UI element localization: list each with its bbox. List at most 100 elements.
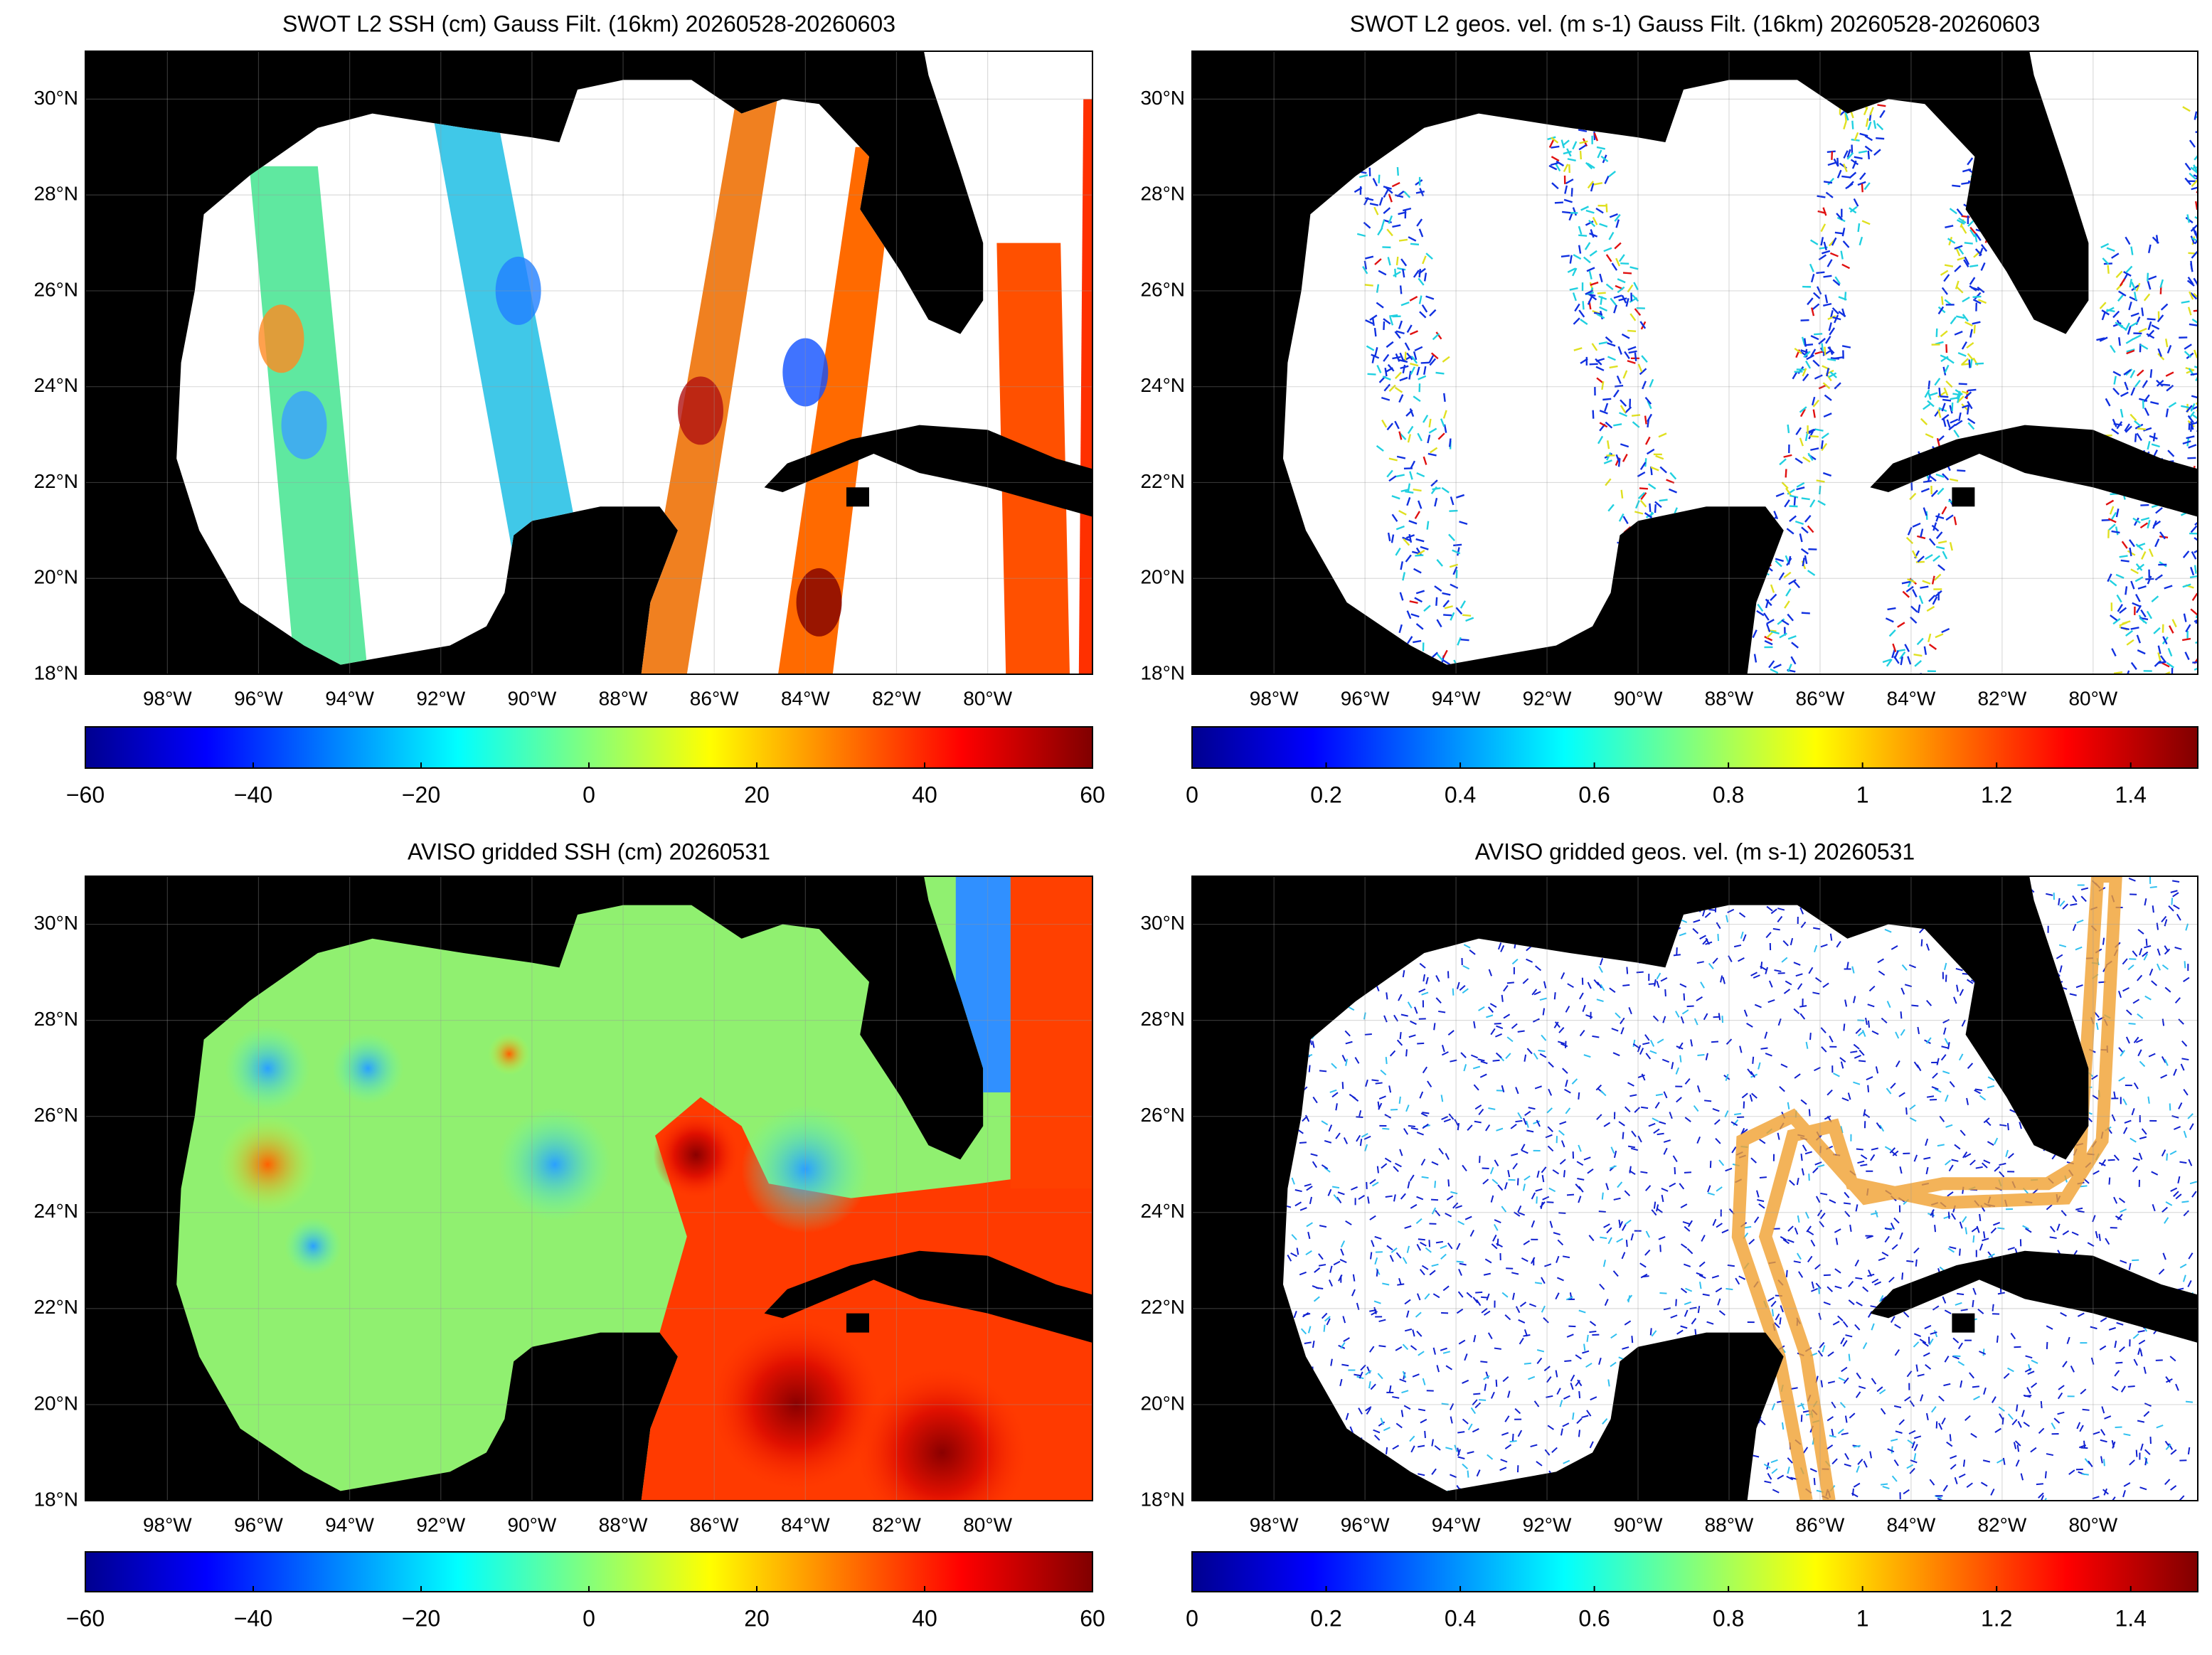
velocity-arrow [2201, 167, 2210, 169]
velocity-arrow [2198, 626, 2206, 628]
velocity-arrow [1453, 545, 1462, 546]
velocity-arrow [1957, 470, 1965, 471]
velocity-arrow [1186, 1192, 1192, 1195]
velocity-arrow [2204, 218, 2210, 225]
velocity-arrow [1397, 257, 1398, 265]
velocity-arrow [1578, 235, 1587, 236]
velocity-arrow [2209, 234, 2211, 243]
velocity-arrow [1587, 1335, 1588, 1342]
velocity-arrow [2145, 579, 2154, 580]
lat-tick-label: 24°N [1140, 1200, 1185, 1222]
velocity-arrow [1506, 1268, 1513, 1269]
lat-tick-label: 26°N [33, 1104, 78, 1126]
velocity-arrow [2201, 289, 2204, 297]
velocity-arrow [1639, 488, 1648, 489]
colorbar-tick-label: −20 [402, 782, 440, 807]
velocity-arrow [2207, 411, 2212, 413]
velocity-arrow [1590, 364, 1598, 365]
lon-tick-label: 98°W [143, 1513, 192, 1536]
velocity-arrow [1788, 425, 1789, 433]
velocity-arrow [1383, 321, 1384, 330]
velocity-arrow [1901, 1011, 1902, 1018]
lat-tick-label: 30°N [33, 912, 78, 934]
velocity-arrow [1824, 181, 1832, 183]
velocity-arrow [1642, 1276, 1649, 1277]
velocity-arrow [1972, 1386, 1979, 1387]
lon-tick-label: 88°W [1705, 687, 1754, 709]
velocity-arrow [1365, 284, 1373, 285]
velocity-arrow [1431, 1200, 1438, 1201]
velocity-arrow [2201, 105, 2206, 112]
velocity-arrow [1513, 1434, 1514, 1441]
velocity-arrow [1722, 1016, 1723, 1023]
lat-tick-label: 20°N [1140, 1392, 1185, 1414]
isle-of-youth [1952, 1314, 1974, 1333]
velocity-arrow [1535, 1282, 1542, 1283]
velocity-arrow [1680, 1055, 1681, 1063]
velocity-arrow [1961, 183, 1969, 184]
lat-tick-label: 26°N [1140, 278, 1185, 300]
velocity-arrow [2206, 266, 2212, 267]
velocity-arrow [1687, 1006, 1694, 1007]
velocity-arrow [2201, 507, 2203, 515]
velocity-arrow [1824, 276, 1832, 277]
velocity-arrow [2208, 514, 2212, 518]
velocity-arrow [1761, 1048, 1768, 1049]
velocity-arrow [1461, 639, 1469, 640]
velocity-arrow [2121, 560, 2129, 562]
lon-tick-label: 84°W [781, 687, 830, 709]
ssh-eddy [488, 1033, 531, 1075]
velocity-arrow [2192, 662, 2201, 663]
velocity-arrow [2115, 1427, 2122, 1428]
velocity-arrow [1546, 1202, 1553, 1203]
colorbar-tick-label: −40 [234, 782, 272, 807]
velocity-arrow [1810, 436, 1819, 437]
velocity-arrow [1475, 1292, 1482, 1293]
velocity-arrow [2147, 273, 2148, 282]
velocity-arrow [2205, 323, 2208, 331]
velocity-arrow [1518, 1178, 1519, 1186]
velocity-arrow [1824, 347, 1825, 356]
velocity-arrow [1654, 1202, 1655, 1209]
colorbar-tick-label: 0.4 [1445, 1605, 1476, 1631]
velocity-arrow [2207, 435, 2211, 443]
velocity-arrow [1494, 1023, 1501, 1024]
velocity-arrow [1589, 1331, 1596, 1332]
velocity-arrow [2198, 356, 2201, 364]
velocity-arrow [1567, 1195, 1574, 1196]
velocity-arrow [2198, 595, 2203, 602]
velocity-arrow [2207, 206, 2211, 213]
lon-tick-label: 90°W [508, 1513, 557, 1536]
velocity-arrow [2209, 335, 2212, 343]
lon-tick-label: 98°W [143, 687, 192, 709]
lat-tick-label: 22°N [1140, 1296, 1185, 1318]
velocity-arrow [1674, 954, 1681, 955]
lon-tick-label: 90°W [1614, 687, 1663, 709]
atlantic-warm [1011, 876, 1124, 1188]
velocity-arrow [1993, 1304, 1994, 1311]
velocity-arrow [2084, 1441, 2085, 1448]
lat-tick-label: 26°N [33, 278, 78, 300]
velocity-arrow [2201, 393, 2208, 398]
velocity-arrow [1660, 1245, 1661, 1252]
lon-tick-label: 94°W [325, 687, 374, 709]
velocity-arrow [2206, 224, 2211, 230]
velocity-arrow [1952, 403, 1953, 411]
lat-tick-label: 18°N [33, 1488, 78, 1510]
colorbar-tick-label: 40 [912, 1605, 937, 1631]
velocity-arrow [2199, 171, 2208, 173]
velocity-arrow [2109, 1178, 2110, 1185]
velocity-arrow [1400, 1032, 1401, 1039]
velocity-arrow [1436, 597, 1437, 606]
velocity-arrow [2181, 1201, 2189, 1202]
velocity-arrow [1635, 353, 1636, 361]
velocity-arrow [1399, 240, 1408, 241]
velocity-arrow [1584, 1344, 1585, 1351]
velocity-arrow [1565, 1041, 1566, 1048]
velocity-arrow [2108, 1160, 2115, 1161]
velocity-arrow [1496, 1380, 1497, 1387]
velocity-arrow [1561, 255, 1570, 256]
velocity-arrow [1365, 1034, 1372, 1035]
colorbar-tick-label: 0.8 [1713, 782, 1744, 807]
velocity-arrow [1379, 175, 1380, 183]
